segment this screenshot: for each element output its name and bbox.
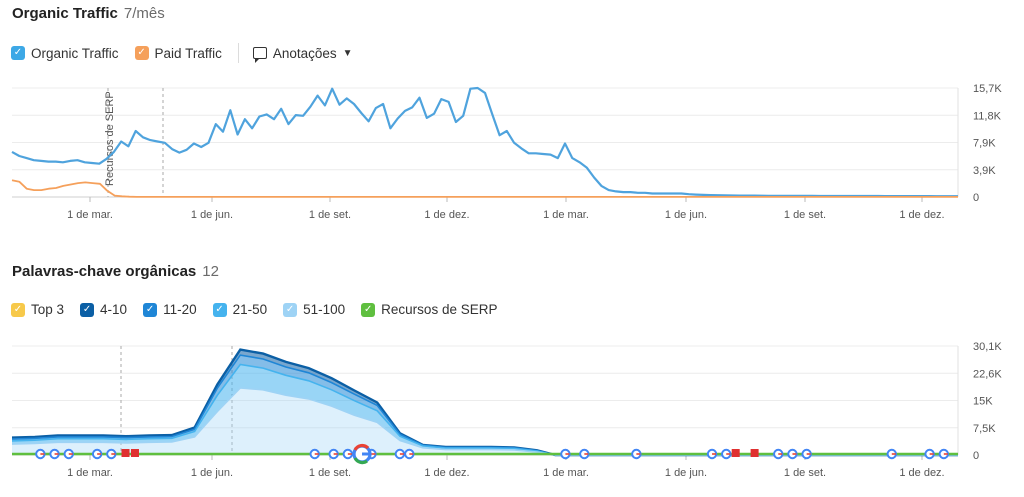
legend-organic-traffic-label: Organic Traffic (31, 45, 119, 61)
checkbox-icon (212, 302, 227, 317)
flag-icon (121, 449, 130, 457)
traffic-legend: Organic Traffic Paid Traffic Anotações ▼ (11, 43, 353, 63)
keywords-x-tick-label: 1 de dez. (899, 467, 944, 479)
google-icon (35, 448, 46, 460)
google-icon (91, 448, 103, 460)
google-icon (886, 448, 897, 460)
google-icon (394, 448, 406, 460)
legend-4-10[interactable]: 4-10 (80, 302, 127, 317)
google-icon (63, 448, 74, 460)
keywords-x-tick-label: 1 de jun. (665, 467, 707, 479)
traffic-y-tick-label: 15,7K (973, 83, 1002, 95)
keywords-y-tick-label: 0 (973, 450, 979, 462)
traffic-y-tick-label: 0 (973, 192, 979, 204)
google-icon (49, 448, 60, 460)
checkbox-icon (11, 302, 25, 317)
google-icon (560, 448, 571, 460)
google-icon (631, 448, 642, 460)
keywords-area-21-50 (12, 364, 958, 455)
organic-traffic-title: Organic Traffic 7/mês (12, 5, 165, 22)
google-icon (721, 448, 732, 460)
annotations-label: Anotações (272, 45, 337, 61)
legend-11-20[interactable]: 11-20 (143, 302, 197, 317)
legend-paid-traffic[interactable]: Paid Traffic (134, 45, 222, 61)
keywords-y-tick-label: 7,5K (973, 423, 996, 435)
annotations-dropdown[interactable]: Anotações ▼ (252, 45, 353, 63)
google-icon-large (352, 443, 372, 465)
google-icon (801, 448, 812, 460)
traffic-y-tick-label: 3,9K (973, 165, 996, 177)
keywords-x-tick-label: 1 de mar. (67, 467, 113, 479)
keywords-x-tick-label: 1 de dez. (424, 467, 469, 479)
legend-serp-features-label: Recursos de SERP (381, 302, 498, 317)
keywords-x-tick-label: 1 de set. (309, 467, 351, 479)
checkbox-icon (283, 302, 298, 317)
traffic-x-tick-label: 1 de jun. (191, 209, 233, 221)
keywords-y-tick-label: 15K (973, 396, 993, 408)
google-icon (924, 448, 935, 460)
organic-traffic-series-line (11, 86, 958, 198)
checkbox-icon (361, 302, 376, 317)
checkbox-icon (134, 46, 149, 60)
checkbox-icon (80, 302, 95, 317)
keywords-area-51-100 (12, 388, 958, 455)
flag-icon (731, 449, 740, 457)
keywords-y-tick-label: 22,6K (973, 368, 1002, 380)
google-icon (787, 448, 798, 460)
organic-traffic-chart: 0 3,9K 7,9K 11,8K 15,7K 1 de mar. 1 de jun. 1 d… (11, 83, 1002, 221)
checkbox-icon (143, 302, 158, 317)
keywords-title-text: Palavras-chave orgânicas (12, 263, 197, 280)
legend-top-3[interactable]: Top 3 (11, 302, 64, 317)
google-icon (706, 448, 718, 460)
legend-21-50-label: 21-50 (232, 302, 268, 317)
legend-21-50[interactable]: 21-50 (212, 302, 268, 317)
traffic-x-tick-label: 1 de set. (784, 209, 826, 221)
flag-icon (130, 449, 139, 457)
keywords-x-tick-label: 1 de mar. (543, 467, 589, 479)
comment-icon (252, 47, 267, 63)
google-icon (106, 448, 117, 460)
organic-keywords-chart: 0 7,5K 15K 22,6K 30,1K 1 de mar. 1 de jun. 1 de… (11, 341, 1002, 479)
google-icon-arc-red (353, 443, 370, 451)
flag-icon (750, 449, 759, 457)
traffic-y-tick-label: 7,9K (973, 138, 996, 150)
google-icon (328, 448, 339, 460)
google-icon-arc-green (353, 457, 368, 465)
legend-organic-traffic[interactable]: Organic Traffic (11, 46, 119, 61)
legend-11-20-label: 11-20 (163, 302, 197, 317)
google-icon (404, 448, 415, 460)
google-icon (342, 448, 354, 460)
legend-51-100-label: 51-100 (303, 302, 346, 317)
keywords-x-tick-label: 1 de jun. (191, 467, 233, 479)
legend-divider (237, 43, 239, 63)
traffic-x-tick-label: 1 de dez. (424, 209, 469, 221)
traffic-x-tick-label: 1 de mar. (543, 209, 589, 221)
google-icon (938, 448, 950, 460)
traffic-x-tick-label: 1 de jun. (665, 209, 707, 221)
traffic-x-tick-label: 1 de mar. (67, 209, 113, 221)
legend-top-3-label: Top 3 (31, 302, 65, 317)
paid-traffic-series-line (11, 179, 958, 198)
traffic-y-tick-label: 11,8K (973, 110, 1002, 122)
traffic-x-tick-label: 1 de set. (309, 209, 351, 221)
chevron-down-icon: ▼ (342, 47, 353, 59)
keywords-x-tick-label: 1 de set. (784, 467, 826, 479)
keywords-legend: Top 3 4-10 11-20 21-50 51-100 Recursos d… (11, 302, 513, 317)
organic-traffic-title-text: Organic Traffic (12, 5, 118, 22)
checkbox-icon (11, 46, 25, 60)
keywords-y-tick-label: 30,1K (973, 341, 1002, 353)
legend-51-100[interactable]: 51-100 (283, 302, 345, 317)
google-icon (579, 448, 590, 460)
keywords-title: Palavras-chave orgânicas 12 (12, 263, 219, 280)
legend-serp-features[interactable]: Recursos de SERP (361, 302, 497, 317)
google-icon (773, 448, 784, 460)
serp-features-marker-label: Recursos de SERP (104, 91, 116, 186)
keywords-count: 12 (202, 263, 219, 280)
organic-traffic-subtitle: 7/mês (123, 5, 165, 22)
traffic-x-tick-label: 1 de dez. (899, 209, 944, 221)
legend-paid-traffic-label: Paid Traffic (154, 45, 222, 61)
legend-4-10-label: 4-10 (100, 302, 128, 317)
google-icon (309, 448, 320, 460)
